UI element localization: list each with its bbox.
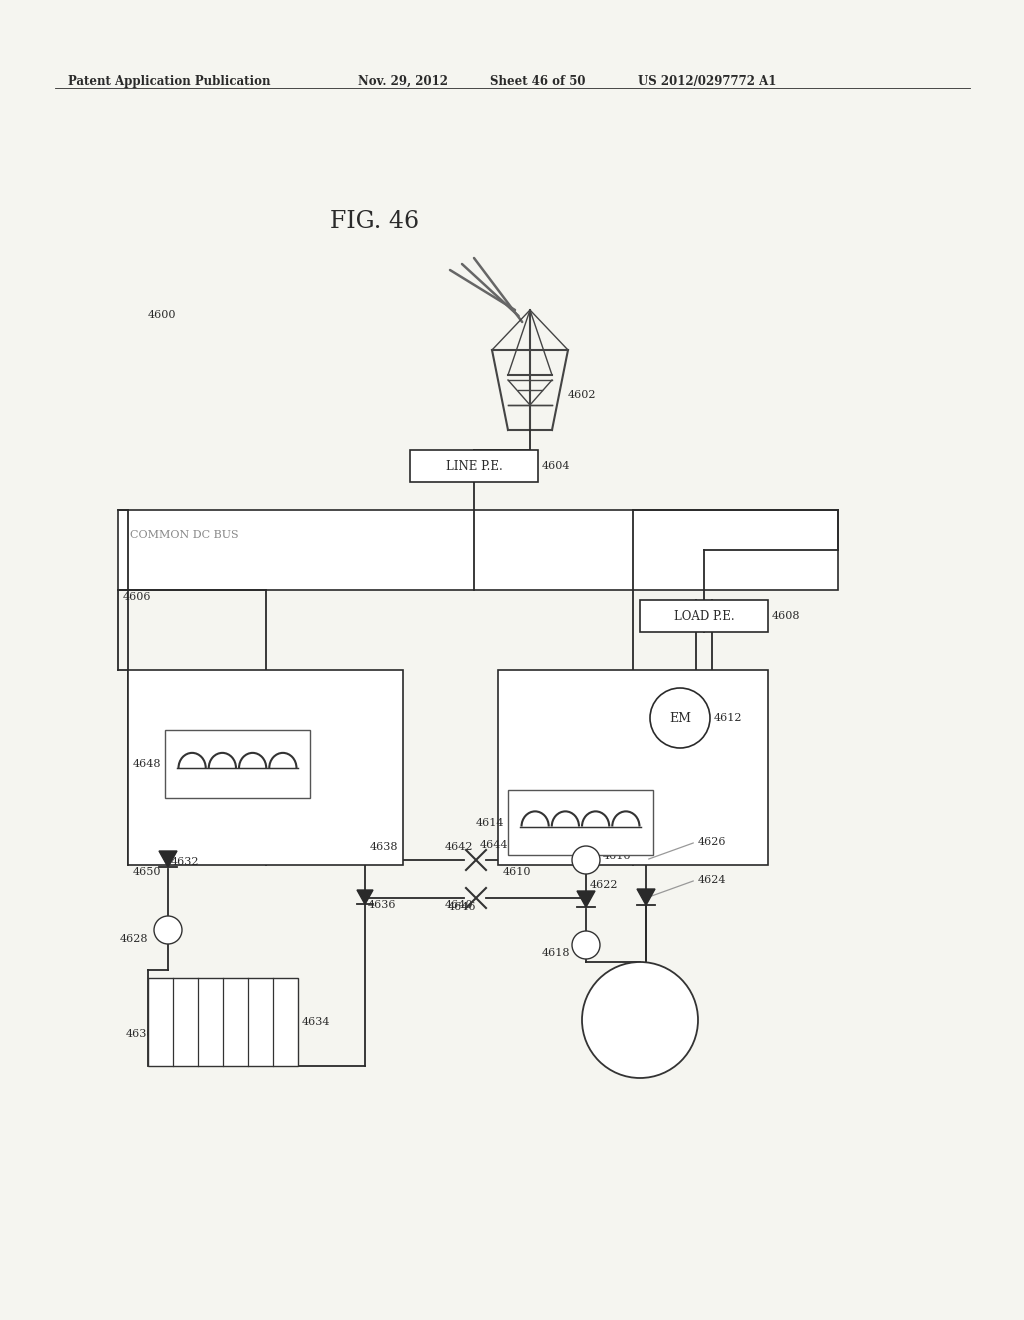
Text: US 2012/0297772 A1: US 2012/0297772 A1 xyxy=(638,75,776,88)
Bar xyxy=(128,671,403,865)
Polygon shape xyxy=(357,890,373,904)
Text: 4600: 4600 xyxy=(148,310,176,319)
Text: 4606: 4606 xyxy=(123,591,152,602)
Text: COMMON DC BUS: COMMON DC BUS xyxy=(130,531,239,540)
Text: 4618: 4618 xyxy=(542,948,570,958)
Text: 4612: 4612 xyxy=(714,713,742,723)
Text: 4610: 4610 xyxy=(503,867,531,876)
Text: FIG. 46: FIG. 46 xyxy=(330,210,419,234)
Text: LOAD P.E.: LOAD P.E. xyxy=(674,610,734,623)
Circle shape xyxy=(154,916,182,944)
Bar xyxy=(410,450,538,482)
Text: 4630: 4630 xyxy=(126,1030,155,1039)
Text: 4634: 4634 xyxy=(302,1016,331,1027)
Text: LINE P.E.: LINE P.E. xyxy=(445,459,503,473)
Text: Sheet 46 of 50: Sheet 46 of 50 xyxy=(490,75,586,88)
Text: 4616: 4616 xyxy=(603,851,632,861)
Text: 4628: 4628 xyxy=(120,935,148,944)
Text: 4650: 4650 xyxy=(133,867,162,876)
Text: 4620: 4620 xyxy=(655,1026,683,1035)
Text: 4638: 4638 xyxy=(370,842,398,851)
Text: 4636: 4636 xyxy=(368,900,396,909)
Text: 4626: 4626 xyxy=(698,837,726,847)
Circle shape xyxy=(572,931,600,960)
Text: 4614: 4614 xyxy=(475,817,504,828)
Polygon shape xyxy=(159,851,177,867)
Polygon shape xyxy=(637,888,655,906)
Bar xyxy=(498,671,768,865)
Bar xyxy=(148,978,298,1067)
Text: 4632: 4632 xyxy=(171,857,200,867)
Text: 4604: 4604 xyxy=(542,461,570,471)
Circle shape xyxy=(572,846,600,874)
Text: 4640: 4640 xyxy=(445,900,473,909)
Text: Nov. 29, 2012: Nov. 29, 2012 xyxy=(358,75,449,88)
Text: EM: EM xyxy=(669,711,691,725)
Circle shape xyxy=(650,688,710,748)
Bar xyxy=(165,730,310,799)
Text: Patent Application Publication: Patent Application Publication xyxy=(68,75,270,88)
Bar xyxy=(508,789,653,855)
Text: 4622: 4622 xyxy=(590,880,618,890)
Text: 4608: 4608 xyxy=(772,611,801,620)
Text: 4602: 4602 xyxy=(568,389,597,400)
Text: 4648: 4648 xyxy=(132,759,161,770)
Circle shape xyxy=(582,962,698,1078)
Text: 4644: 4644 xyxy=(480,840,509,850)
Polygon shape xyxy=(577,891,595,907)
Text: 4646: 4646 xyxy=(449,902,476,912)
Text: 4642: 4642 xyxy=(445,842,473,851)
Text: 4624: 4624 xyxy=(698,875,726,884)
Bar xyxy=(118,510,838,590)
Bar xyxy=(640,601,768,632)
